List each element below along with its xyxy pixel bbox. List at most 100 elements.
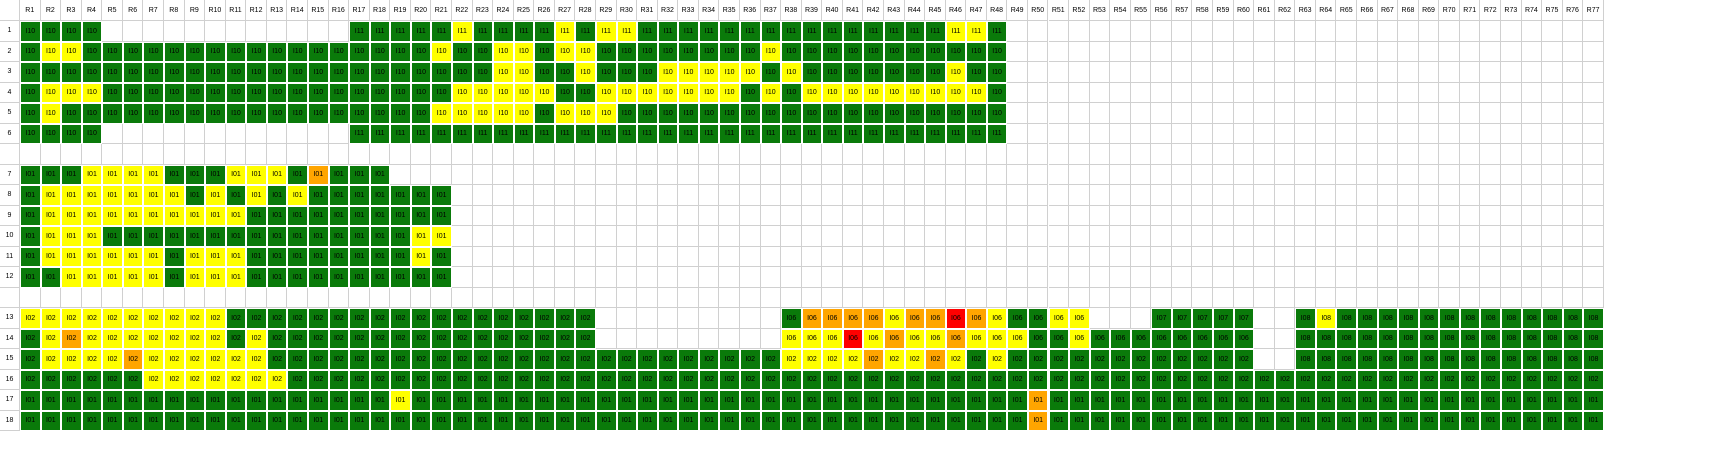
- grid-cell[interactable]: [534, 267, 555, 288]
- column-header[interactable]: R59: [1213, 0, 1234, 21]
- grid-cell[interactable]: [1418, 41, 1440, 62]
- grid-cell[interactable]: [678, 328, 699, 349]
- value-cell[interactable]: I02: [986, 349, 1008, 370]
- value-cell[interactable]: I11: [883, 21, 905, 42]
- grid-cell[interactable]: [945, 246, 967, 267]
- value-cell[interactable]: I01: [20, 185, 41, 206]
- grid-cell[interactable]: [1254, 123, 1275, 144]
- value-cell[interactable]: I10: [184, 41, 206, 62]
- row-header[interactable]: [0, 287, 20, 308]
- column-header[interactable]: R76: [1562, 0, 1584, 21]
- value-cell[interactable]: I01: [1542, 390, 1563, 411]
- value-cell[interactable]: I08: [1562, 328, 1584, 349]
- value-cell[interactable]: I01: [143, 205, 164, 226]
- grid-cell[interactable]: [1233, 267, 1255, 288]
- value-cell[interactable]: I10: [945, 41, 967, 62]
- value-cell[interactable]: I01: [1295, 390, 1316, 411]
- value-cell[interactable]: I02: [657, 349, 679, 370]
- grid-cell[interactable]: [1048, 62, 1070, 83]
- grid-cell[interactable]: [1069, 82, 1090, 103]
- value-cell[interactable]: I01: [328, 164, 350, 185]
- grid-cell[interactable]: [781, 226, 802, 247]
- grid-cell[interactable]: [1027, 287, 1049, 308]
- value-cell[interactable]: I06: [1069, 328, 1090, 349]
- column-header[interactable]: R51: [1048, 0, 1070, 21]
- value-cell[interactable]: I01: [1274, 390, 1296, 411]
- grid-cell[interactable]: [1542, 103, 1563, 124]
- value-cell[interactable]: I01: [410, 185, 432, 206]
- grid-cell[interactable]: [1213, 205, 1234, 226]
- value-cell[interactable]: I10: [81, 62, 103, 83]
- grid-cell[interactable]: [1151, 267, 1172, 288]
- grid-cell[interactable]: [1110, 246, 1131, 267]
- grid-cell[interactable]: [1171, 21, 1193, 42]
- grid-cell[interactable]: [1315, 287, 1337, 308]
- value-cell[interactable]: I01: [1542, 410, 1563, 431]
- grid-cell[interactable]: [698, 164, 720, 185]
- value-cell[interactable]: I11: [595, 21, 617, 42]
- value-cell[interactable]: I02: [1192, 349, 1214, 370]
- grid-cell[interactable]: [575, 185, 596, 206]
- value-cell[interactable]: I06: [1027, 308, 1049, 329]
- grid-cell[interactable]: [1233, 246, 1255, 267]
- value-cell[interactable]: I01: [390, 185, 411, 206]
- grid-cell[interactable]: [1459, 267, 1481, 288]
- value-cell[interactable]: I02: [122, 349, 144, 370]
- grid-cell[interactable]: [122, 144, 144, 165]
- value-cell[interactable]: I08: [1583, 349, 1604, 370]
- grid-cell[interactable]: [1007, 103, 1028, 124]
- value-cell[interactable]: I11: [534, 21, 555, 42]
- grid-cell[interactable]: [883, 144, 905, 165]
- grid-cell[interactable]: [739, 144, 761, 165]
- value-cell[interactable]: I01: [287, 185, 308, 206]
- value-cell[interactable]: I02: [801, 349, 823, 370]
- grid-cell[interactable]: [1357, 164, 1378, 185]
- value-cell[interactable]: I01: [163, 390, 185, 411]
- grid-cell[interactable]: [575, 205, 596, 226]
- grid-cell[interactable]: [205, 287, 226, 308]
- grid-cell[interactable]: [1254, 267, 1275, 288]
- value-cell[interactable]: I01: [595, 390, 617, 411]
- value-cell[interactable]: I11: [431, 21, 452, 42]
- grid-cell[interactable]: [1398, 144, 1419, 165]
- grid-cell[interactable]: [266, 144, 288, 165]
- value-cell[interactable]: I08: [1336, 328, 1358, 349]
- grid-cell[interactable]: [842, 287, 864, 308]
- value-cell[interactable]: I01: [287, 205, 308, 226]
- value-cell[interactable]: I01: [81, 267, 103, 288]
- value-cell[interactable]: I10: [637, 41, 658, 62]
- grid-cell[interactable]: [863, 185, 884, 206]
- row-header[interactable]: 6: [0, 123, 20, 144]
- value-cell[interactable]: I10: [20, 21, 41, 42]
- grid-cell[interactable]: [307, 144, 329, 165]
- grid-cell[interactable]: [822, 144, 843, 165]
- value-cell[interactable]: I10: [431, 82, 452, 103]
- value-cell[interactable]: I11: [719, 21, 740, 42]
- grid-cell[interactable]: [657, 226, 679, 247]
- grid-cell[interactable]: [1233, 103, 1255, 124]
- grid-cell[interactable]: [1089, 41, 1111, 62]
- value-cell[interactable]: I06: [1069, 308, 1090, 329]
- grid-cell[interactable]: [1274, 144, 1296, 165]
- grid-cell[interactable]: [1089, 205, 1111, 226]
- value-cell[interactable]: I10: [801, 62, 823, 83]
- grid-cell[interactable]: [657, 267, 679, 288]
- value-cell[interactable]: I06: [883, 328, 905, 349]
- value-cell[interactable]: I01: [534, 410, 555, 431]
- value-cell[interactable]: I02: [61, 328, 82, 349]
- column-header[interactable]: R48: [986, 0, 1008, 21]
- value-cell[interactable]: I11: [369, 21, 391, 42]
- value-cell[interactable]: I10: [349, 62, 370, 83]
- grid-cell[interactable]: [801, 164, 823, 185]
- value-cell[interactable]: I01: [451, 410, 473, 431]
- grid-cell[interactable]: [1418, 82, 1440, 103]
- grid-cell[interactable]: [1213, 164, 1234, 185]
- grid-cell[interactable]: [1027, 41, 1049, 62]
- value-cell[interactable]: I02: [81, 369, 103, 390]
- value-cell[interactable]: I11: [390, 21, 411, 42]
- grid-cell[interactable]: [1336, 123, 1358, 144]
- value-cell[interactable]: I02: [1398, 369, 1419, 390]
- value-cell[interactable]: I02: [472, 328, 494, 349]
- grid-cell[interactable]: [20, 144, 41, 165]
- value-cell[interactable]: I02: [1151, 369, 1172, 390]
